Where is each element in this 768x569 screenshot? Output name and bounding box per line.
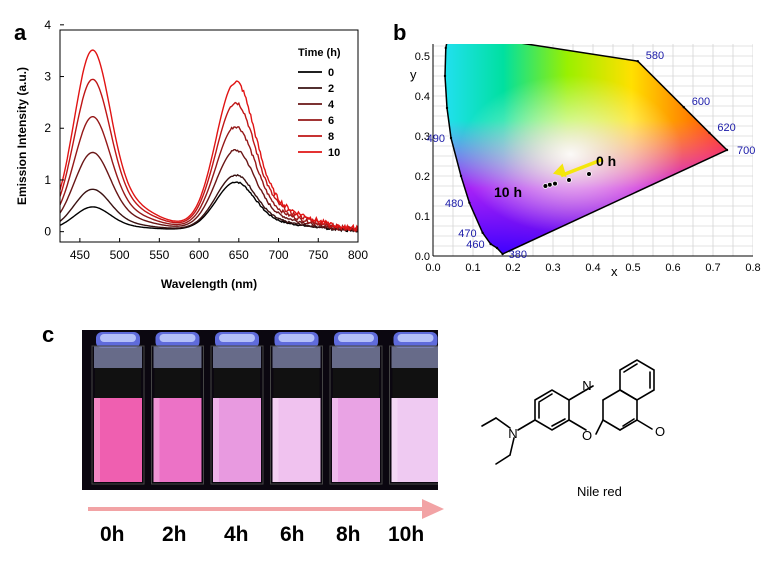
time-labels-row: 0h 2h 4h 6h 8h 10h [90,523,450,553]
x-ticks: 0.0 0.1 0.2 0.3 0.4 0.5 0.6 0.7 0.8 [425,262,760,274]
time-label: 10h [388,523,425,546]
y-ticks: 0.0 0.1 0.2 0.3 0.4 0.5 [415,51,430,263]
y-tick-label: 4 [44,18,51,32]
x-tick-label: 450 [70,248,90,262]
vial-4 [329,332,383,485]
x-tick-label: 500 [110,248,130,262]
cie-point [586,171,592,177]
x-tick-label: 650 [229,248,249,262]
cie-y-tick-label: 0.3 [415,131,430,143]
x-axis-label: Wavelength (nm) [161,277,257,291]
legend: 0 2 4 6 8 10 [298,67,340,159]
cie-point [566,177,572,183]
locus-ticks [443,46,729,256]
time-label: 8h [336,523,361,546]
cie-x-tick-label: 0.7 [705,262,720,274]
cie-y-tick-label: 0.4 [415,91,430,103]
cie-x-tick-label: 0.1 [465,262,480,274]
panel-letter-a: a [14,20,27,45]
vial-5 [389,332,438,485]
wavelength-label: 620 [717,122,735,134]
wavelength-label: 380 [509,249,527,261]
y-ticks: 0 1 2 3 4 [44,18,64,239]
time-arrow [560,157,604,178]
vial-2 [210,332,264,485]
cie-x-tick-label: 0.3 [545,262,560,274]
wavelength-label: 460 [466,239,484,251]
spectrum-line-4 [60,149,358,232]
label-10h: 10 h [494,184,522,200]
svg-text:O: O [582,428,592,443]
cie-x-tick-label: 0.4 [585,262,600,274]
molecule-name: Nile red [577,484,622,499]
label-0h: 0 h [596,153,616,169]
legend-entry: 4 [328,99,335,111]
vial-photo [82,330,438,490]
time-label: 0h [100,523,125,546]
time-progress-arrow [88,499,444,519]
y-tick-label: 0 [44,225,51,239]
cie-x-tick-label: 0.6 [665,262,680,274]
vial-0 [91,332,145,485]
cie-point [542,183,549,189]
cie-x-tick-label: 0.2 [505,262,520,274]
cie-x-tick-label: 0.0 [425,262,440,274]
y-tick-label: 1 [44,173,51,187]
spectrum-line-8 [60,78,358,233]
wavelength-label: 490 [427,133,445,145]
panel-letter-c: c [42,322,55,347]
cie-x-tick-label: 0.5 [625,262,640,274]
spectrum-line-6 [60,116,358,232]
y-tick-label: 3 [44,70,51,84]
time-label: 2h [162,523,187,546]
vials [91,332,438,485]
legend-entry: 6 [328,115,334,127]
spectra-lines [60,49,358,233]
panel-letter-b: b [393,20,407,45]
legend-entry: 2 [328,83,334,95]
cie-y-tick-label: 0.5 [415,51,430,63]
y-tick-label: 2 [44,121,51,135]
cie-y-label: y [410,67,417,82]
wavelength-label: 470 [458,228,476,240]
x-ticks: 450 500 550 600 650 700 750 800 [70,238,368,262]
vial-3 [270,332,323,485]
cie-x-tick-label: 0.8 [745,262,760,274]
cie-x-label: x [611,264,618,279]
vial-1 [151,332,204,485]
time-label: 4h [224,523,249,546]
svg-text:N: N [582,378,591,393]
spectrum-line-10 [60,49,358,232]
x-tick-label: 600 [189,248,209,262]
nile-red-structure: N O N O [481,359,665,465]
wavelength-label: 480 [445,198,463,210]
cie-y-tick-label: 0.2 [415,171,430,183]
legend-title: Time (h) [298,47,341,59]
cie-chromaticity-diagram: 0.0 0.1 0.2 0.3 0.4 0.5 0.6 0.7 0.8 0.0 0.1 0.2 0.3… [410,44,761,279]
x-tick-label: 800 [348,248,368,262]
cie-y-tick-label: 0.1 [415,211,430,223]
legend-entry: 8 [328,131,334,143]
wavelength-label: 700 [737,145,755,157]
wavelength-label: 600 [692,96,710,108]
cie-y-tick-label: 0.0 [415,251,430,263]
svg-text:O: O [655,424,665,439]
legend-entry: 0 [328,67,334,79]
x-tick-label: 750 [308,248,328,262]
cie-point [552,180,558,187]
legend-entry: 10 [328,147,340,159]
plot-frame [59,29,359,243]
y-axis-label: Emission Intensity (a.u.) [15,67,29,205]
x-tick-label: 700 [269,248,289,262]
spectrum-line-2 [60,173,358,233]
cie-points [542,171,592,189]
emission-spectra-chart: 450 500 550 600 650 700 750 800 0 1 2 3 4 Wavelengt… [15,18,368,291]
time-arrow-head [553,163,567,178]
time-label: 6h [280,523,305,546]
x-tick-label: 550 [149,248,169,262]
wavelength-label: 580 [646,50,664,62]
svg-text:N: N [508,426,517,441]
spectral-locus [444,44,729,255]
